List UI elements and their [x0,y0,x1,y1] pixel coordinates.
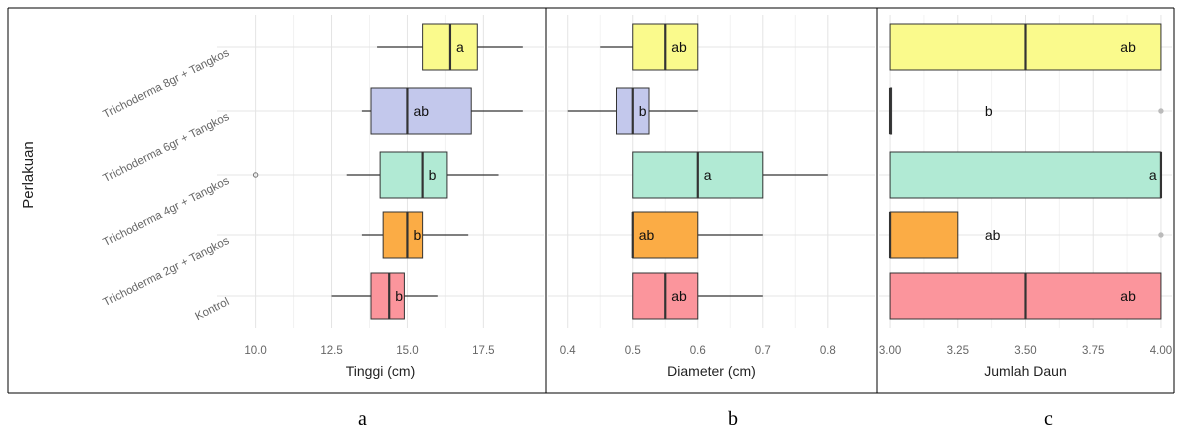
box [889,151,1162,199]
x-tick-label: 10.0 [244,345,266,357]
box [889,211,959,259]
x-tick-label: 0.8 [820,345,836,357]
significance-label: ab [985,227,1001,243]
x-tick-label: 0.4 [560,345,577,357]
x-tick-label: 3.25 [947,345,969,357]
x-tick-label: 3.75 [1082,345,1104,357]
x-tick-label: 15.0 [396,345,418,357]
significance-label: ab [1120,288,1136,304]
significance-label: b [395,288,403,304]
x-tick-label: 17.5 [472,345,494,357]
x-axis-title: Diameter (cm) [667,363,756,379]
category-label: Trichoderma 6gr + Tangkos [101,111,231,185]
panel-caption-a: a [358,408,367,430]
significance-label: ab [413,103,429,119]
x-tick-label: 12.5 [320,345,342,357]
category-label: Trichoderma 2gr + Tangkos [101,235,231,309]
significance-label: a [1149,167,1157,183]
marks-layer [252,23,1164,320]
panel-caption-b: b [728,408,738,430]
significance-label: ab [671,39,687,55]
x-tick-label: 3.50 [1014,345,1036,357]
category-label: Trichoderma 4gr + Tangkos [101,175,231,249]
significance-label: ab [639,227,655,243]
box [382,211,424,259]
box [379,151,448,199]
panel-caption-c: c [1044,408,1053,430]
panel-frames [7,7,1175,394]
significance-label: a [704,167,712,183]
significance-label: ab [1120,39,1136,55]
significance-label: b [429,167,437,183]
x-tick-label: 0.6 [690,345,706,357]
x-axis-title: Jumlah Daun [984,363,1067,379]
category-label: Kontrol [193,296,231,323]
y-axis-title: Perlakuan [20,141,37,209]
significance-label: a [456,39,464,55]
category-label: Trichoderma 8gr + Tangkos [101,47,231,121]
x-tick-label: 0.5 [625,345,641,357]
significance-label: b [985,103,993,119]
x-axis-title: Tinggi (cm) [346,363,416,379]
significance-label: b [639,103,647,119]
box [370,87,472,135]
outlier-point [1158,108,1164,114]
box [632,211,699,259]
outlier-point [1158,232,1164,238]
outlier-point [252,172,259,178]
significance-label: ab [671,288,687,304]
x-tick-label: 0.7 [755,345,771,357]
box [370,272,405,320]
x-tick-label: 4.00 [1150,345,1172,357]
x-tick-label: 3.00 [879,345,901,357]
significance-label: b [413,227,421,243]
